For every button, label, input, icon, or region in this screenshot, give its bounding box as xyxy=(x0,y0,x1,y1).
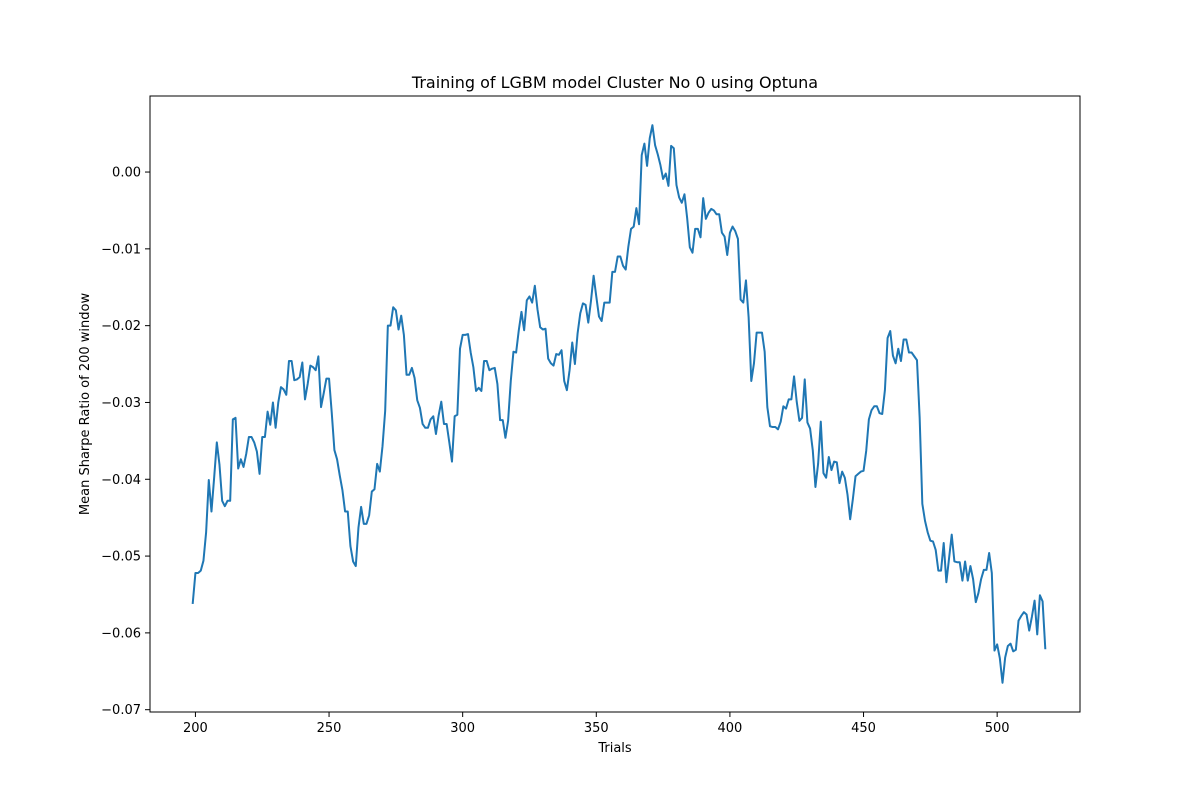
y-tick-label: −0.01 xyxy=(101,242,141,257)
x-tick-label: 350 xyxy=(584,721,609,736)
x-tick-label: 300 xyxy=(450,721,475,736)
x-tick-label: 500 xyxy=(985,721,1010,736)
sharpe-ratio-line xyxy=(191,124,1047,684)
y-axis-ticks: 0.00 −0.01 −0.02 −0.03 −0.04 −0.05 −0.06 −0.07 xyxy=(101,166,150,718)
y-tick-label: 0.00 xyxy=(112,166,141,181)
y-tick-label: −0.03 xyxy=(101,396,141,411)
x-tick-label: 250 xyxy=(317,721,342,736)
axes-frame xyxy=(149,95,1081,713)
y-tick-label: −0.05 xyxy=(101,550,141,565)
x-axis-ticks: 200 250 300 350 400 450 500 xyxy=(183,712,1010,736)
x-tick-label: 200 xyxy=(183,721,208,736)
y-tick-label: −0.02 xyxy=(101,319,141,334)
y-tick-label: −0.04 xyxy=(101,473,141,488)
y-tick-label: −0.06 xyxy=(101,626,141,641)
chart-title: Training of LGBM model Cluster No 0 usin… xyxy=(411,73,818,92)
y-tick-label: −0.07 xyxy=(101,703,141,718)
plot-area: 200 250 300 350 400 450 500 0.00 −0.01 −0.02 −0.0… xyxy=(101,95,1081,736)
x-tick-label: 450 xyxy=(851,721,876,736)
x-axis-label: Trials xyxy=(597,741,632,756)
x-tick-label: 400 xyxy=(717,721,742,736)
y-axis-label: Mean Sharpe Ratio of 200 window xyxy=(78,293,93,516)
